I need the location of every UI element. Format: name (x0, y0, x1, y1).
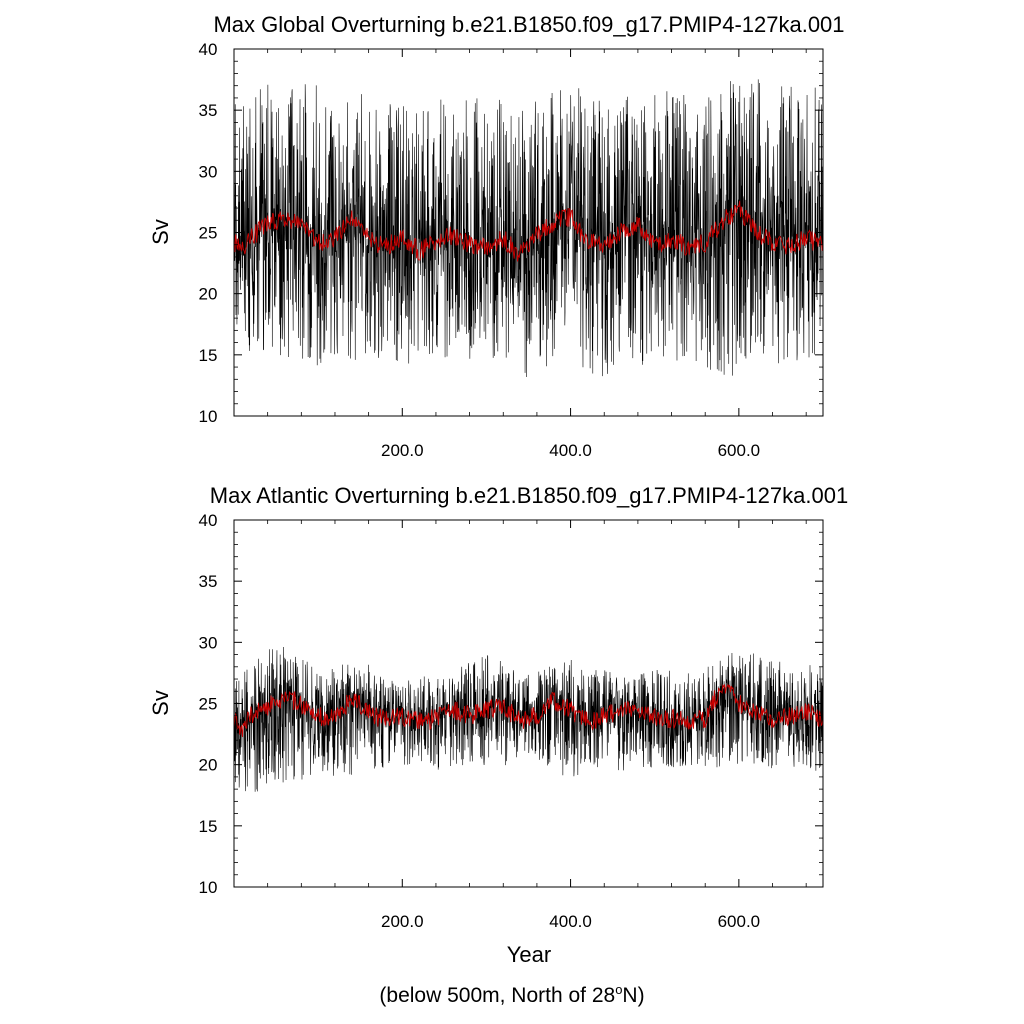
y-axis-label: Sv (148, 690, 173, 716)
monthly-series-line (233, 79, 824, 378)
y-tick-label: 30 (199, 162, 218, 181)
y-tick-label: 20 (199, 756, 218, 775)
y-tick-label: 30 (199, 633, 218, 652)
y-tick-label: 40 (199, 40, 218, 59)
x-tick-label: 200.0 (381, 441, 424, 460)
global-overturning-panel: Max Global Overturning b.e21.B1850.f09_g… (148, 12, 845, 460)
y-tick-label: 25 (199, 695, 218, 714)
y-tick-label: 10 (199, 407, 218, 426)
y-tick-label: 25 (199, 224, 218, 243)
footnote-suffix: N) (622, 984, 645, 1007)
x-tick-label: 600.0 (718, 441, 761, 460)
y-tick-label: 40 (199, 511, 218, 530)
axes-layer: 10 15 20 25 30 35 40 200.0 400.0 600.0 (199, 511, 824, 931)
chart-title: Max Atlantic Overturning b.e21.B1850.f09… (210, 483, 848, 508)
series-layer (233, 79, 824, 378)
degree-superscript: o (615, 982, 623, 997)
y-tick-label: 35 (199, 572, 218, 591)
footnote: (below 500m, North of 28oN) (0, 982, 1024, 1008)
x-tick-label: 400.0 (549, 912, 592, 931)
chart-title: Max Global Overturning b.e21.B1850.f09_g… (213, 12, 844, 37)
axes-layer: 10 15 20 25 30 35 40 200.0 400.0 600.0 (199, 40, 824, 460)
footnote-prefix: (below 500m, North of 28 (379, 984, 616, 1007)
atlantic-overturning-panel: Max Atlantic Overturning b.e21.B1850.f09… (148, 483, 848, 931)
y-tick-label: 35 (199, 101, 218, 120)
series-layer (233, 646, 824, 792)
y-tick-label: 15 (199, 346, 218, 365)
running-mean-line (233, 200, 824, 262)
x-tick-label: 600.0 (718, 912, 761, 931)
y-tick-label: 20 (199, 285, 218, 304)
running-mean-line (233, 683, 824, 737)
y-axis-label: Sv (148, 219, 173, 245)
y-tick-label: 15 (199, 817, 218, 836)
y-tick-label: 10 (199, 878, 218, 897)
x-axis-label: Year (507, 942, 551, 967)
x-tick-label: 400.0 (549, 441, 592, 460)
x-tick-label: 200.0 (381, 912, 424, 931)
